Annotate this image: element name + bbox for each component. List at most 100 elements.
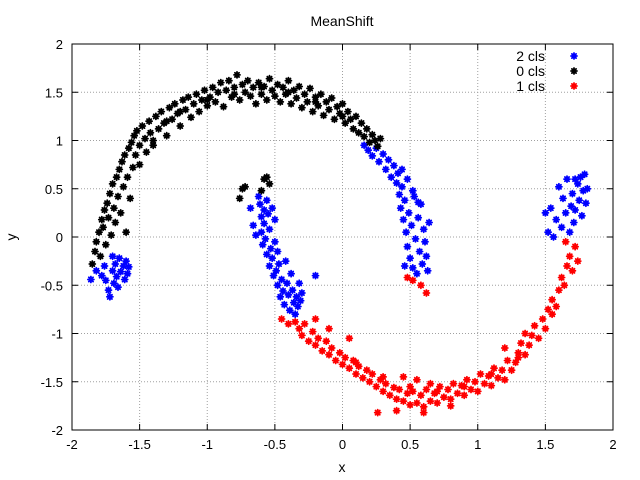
data-point xyxy=(257,212,266,221)
data-point xyxy=(368,130,377,139)
data-point xyxy=(87,275,95,284)
data-point xyxy=(262,250,271,259)
data-point xyxy=(138,122,147,130)
data-point xyxy=(338,360,347,369)
data-point xyxy=(322,337,331,346)
data-point xyxy=(365,138,374,147)
data-point xyxy=(440,393,448,402)
data-point xyxy=(404,209,413,217)
data-point xyxy=(487,381,496,390)
data-point xyxy=(91,247,99,256)
data-point xyxy=(292,94,301,102)
data-point xyxy=(373,408,382,417)
data-point xyxy=(500,344,509,352)
data-point xyxy=(157,107,166,116)
data-point xyxy=(289,298,298,307)
data-point xyxy=(284,320,293,328)
data-point xyxy=(325,105,333,114)
data-point xyxy=(319,111,328,120)
data-point xyxy=(279,287,287,295)
data-point xyxy=(433,387,442,396)
data-point xyxy=(133,126,141,135)
data-point xyxy=(327,344,336,352)
data-point xyxy=(422,252,431,261)
data-point xyxy=(433,399,442,407)
data-point xyxy=(402,228,410,237)
data-point xyxy=(181,105,190,114)
data-point xyxy=(408,186,417,195)
data-point xyxy=(238,80,247,89)
data-point xyxy=(399,397,408,405)
data-point xyxy=(548,310,556,319)
data-point xyxy=(108,252,117,261)
data-point xyxy=(100,262,109,270)
data-point xyxy=(214,88,222,97)
data-point xyxy=(368,370,377,378)
x-tick-label: 2 xyxy=(609,437,616,452)
data-point xyxy=(371,136,379,145)
data-point xyxy=(375,157,383,166)
data-point xyxy=(104,286,113,294)
data-point xyxy=(563,262,571,270)
data-point xyxy=(379,387,387,396)
data-point xyxy=(354,128,363,137)
data-point xyxy=(571,242,579,251)
data-point xyxy=(249,221,258,230)
data-point xyxy=(311,271,320,280)
data-point xyxy=(325,350,333,359)
data-point xyxy=(115,165,124,174)
data-point xyxy=(410,192,419,201)
data-point xyxy=(287,269,295,278)
data-point xyxy=(571,206,579,214)
data-point xyxy=(576,173,585,182)
data-point xyxy=(129,163,137,172)
data-point xyxy=(296,296,305,305)
data-point xyxy=(289,86,298,95)
data-point xyxy=(379,373,387,381)
data-point xyxy=(514,348,523,357)
data-point xyxy=(120,275,129,284)
data-point xyxy=(298,289,306,297)
data-point xyxy=(322,98,331,106)
data-point xyxy=(446,395,455,403)
data-point xyxy=(119,182,128,191)
data-point xyxy=(279,83,287,92)
data-point xyxy=(291,318,300,326)
data-point xyxy=(573,180,582,188)
data-point xyxy=(222,86,231,95)
data-point xyxy=(95,228,103,237)
data-point xyxy=(381,165,390,174)
data-point xyxy=(457,381,466,390)
data-point xyxy=(120,151,129,159)
data-point xyxy=(300,320,309,328)
data-point xyxy=(311,341,320,349)
data-point xyxy=(571,175,579,183)
data-point xyxy=(246,204,255,212)
data-point xyxy=(494,374,502,382)
legend-marker xyxy=(570,82,578,90)
data-point xyxy=(423,266,432,275)
data-point xyxy=(284,88,293,97)
data-point xyxy=(390,161,398,170)
data-point xyxy=(135,160,144,169)
data-point xyxy=(341,119,350,127)
data-point xyxy=(265,74,274,83)
data-point xyxy=(275,260,283,268)
data-point xyxy=(197,96,206,104)
x-tick-label: -1.5 xyxy=(128,437,150,452)
data-point xyxy=(421,237,429,246)
data-point xyxy=(406,401,414,409)
data-point xyxy=(373,142,382,151)
data-point xyxy=(114,283,122,292)
data-point xyxy=(413,375,421,384)
data-point xyxy=(268,254,277,263)
data-point xyxy=(277,275,286,284)
data-point xyxy=(243,76,252,85)
data-point xyxy=(126,194,135,203)
data-point xyxy=(335,109,344,118)
data-point xyxy=(179,96,187,104)
data-point xyxy=(246,92,255,100)
data-point xyxy=(379,150,387,158)
data-point xyxy=(413,399,421,407)
data-point xyxy=(511,358,520,367)
